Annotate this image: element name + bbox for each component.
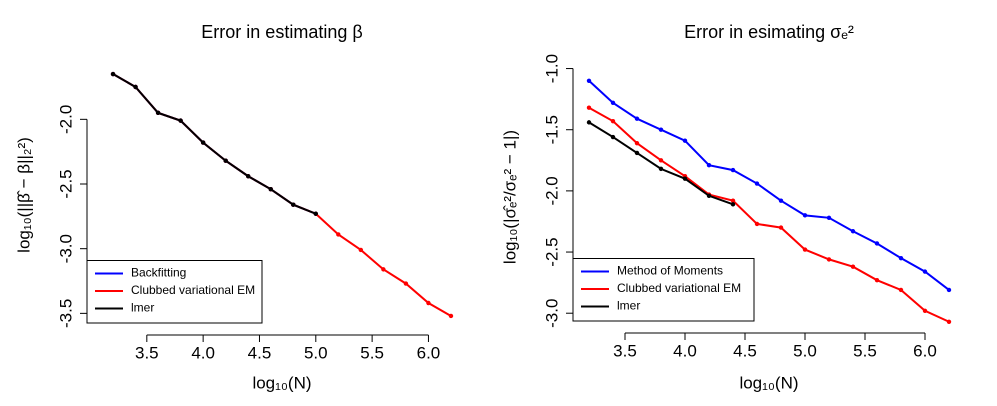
point	[313, 211, 318, 216]
point	[610, 118, 616, 124]
y-tick-label: -3.5	[56, 299, 75, 328]
point	[706, 162, 712, 168]
point	[426, 300, 431, 306]
series-line	[588, 80, 950, 291]
y-tick-label: -3.0	[56, 234, 75, 263]
point	[658, 158, 664, 163]
legend-label: Clubbed variational EM	[617, 281, 741, 295]
point	[754, 181, 760, 186]
point	[802, 213, 808, 218]
point	[850, 229, 856, 234]
point	[658, 166, 664, 172]
y-tick-label: -2.5	[56, 169, 75, 198]
point	[730, 202, 736, 207]
series-line	[588, 121, 734, 206]
point	[826, 215, 832, 220]
point	[874, 277, 880, 283]
point	[898, 287, 904, 293]
legend-label: Backfitting	[131, 266, 186, 280]
point	[658, 127, 664, 132]
y-tick-label: -2.5	[542, 237, 561, 266]
point	[586, 78, 592, 83]
point	[706, 193, 712, 198]
point	[586, 105, 592, 110]
point	[336, 232, 341, 237]
x-tick-label: 5.0	[793, 341, 817, 360]
chart-title: Error in esimating σₑ²	[684, 22, 854, 42]
point	[634, 140, 640, 146]
point	[754, 221, 760, 227]
y-tick-label: -3.0	[542, 299, 561, 328]
legend-label: lmer	[617, 299, 640, 313]
point	[922, 269, 928, 274]
x-axis-label: log₁₀(N)	[252, 373, 311, 392]
x-tick-label: 4.0	[673, 341, 697, 360]
x-tick-label: 3.5	[135, 343, 159, 362]
point	[778, 225, 784, 230]
y-tick-label: -2.0	[56, 105, 75, 134]
point	[826, 257, 832, 262]
point	[133, 84, 138, 90]
point	[610, 134, 616, 140]
point	[223, 158, 228, 163]
point	[291, 202, 296, 207]
point	[730, 167, 736, 173]
point	[110, 71, 116, 77]
x-tick-label: 6.0	[417, 343, 441, 362]
x-axis-label: log₁₀(N)	[739, 373, 798, 392]
y-axis-label: log₁₀(||β̂ − β||₂²)	[14, 137, 33, 253]
point	[682, 138, 688, 143]
point	[730, 198, 736, 203]
y-tick-label: -2.0	[542, 176, 561, 205]
point	[381, 267, 386, 272]
point	[802, 247, 808, 252]
point	[682, 176, 688, 181]
y-tick-label: -1.0	[542, 54, 561, 83]
x-tick-label: 5.5	[853, 341, 877, 360]
point	[898, 255, 904, 261]
point	[268, 186, 273, 192]
point	[634, 150, 640, 156]
y-axis-label: log₁₀(|σ̂ₑ²/σₑ² − 1|)	[500, 130, 519, 264]
point	[874, 241, 880, 246]
legend-label: lmer	[131, 301, 154, 315]
point	[778, 198, 784, 203]
legend-label: Clubbed variational EM	[131, 283, 255, 297]
legend-label: Method of Moments	[617, 264, 723, 278]
y-tick-label: -1.5	[542, 115, 561, 144]
point	[155, 110, 161, 116]
series-line	[588, 106, 950, 323]
point	[634, 116, 640, 121]
point	[922, 308, 928, 313]
point	[610, 100, 616, 106]
point	[586, 120, 592, 125]
series-line	[112, 73, 317, 215]
point	[448, 313, 454, 319]
x-tick-label: 3.5	[613, 341, 637, 360]
point	[200, 140, 206, 145]
point	[946, 287, 952, 293]
point	[358, 247, 364, 253]
point	[246, 174, 251, 179]
x-tick-label: 5.0	[304, 343, 328, 362]
x-tick-label: 4.0	[191, 343, 215, 362]
x-tick-label: 5.5	[360, 343, 384, 362]
x-tick-label: 6.0	[913, 341, 937, 360]
x-tick-label: 4.5	[733, 341, 757, 360]
x-tick-label: 4.5	[248, 343, 272, 362]
point	[850, 264, 856, 269]
chart-title: Error in estimating β	[201, 22, 362, 42]
point	[403, 281, 409, 286]
point	[178, 118, 183, 123]
point	[946, 319, 952, 324]
